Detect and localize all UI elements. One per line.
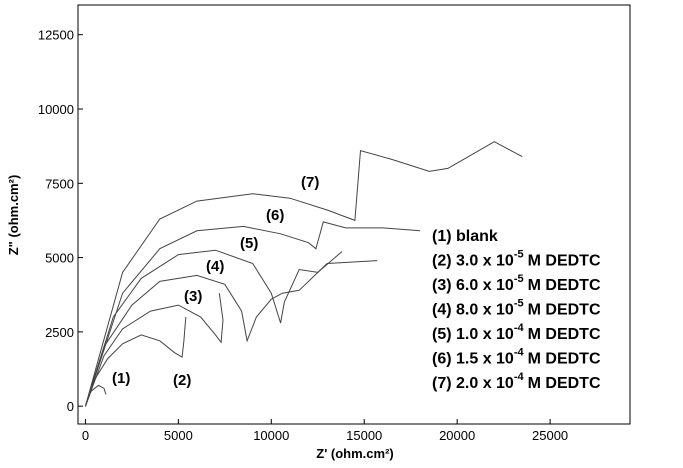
y-tick-label: 7500 <box>45 176 74 191</box>
legend-entry: (7) 2.0 x 10-4 M DEDTC <box>432 371 601 392</box>
y-tick-label: 12500 <box>38 28 74 43</box>
y-tick-label: 2500 <box>45 325 74 340</box>
legend-text: M DEDTC <box>528 351 601 368</box>
legend-text: (3) 6.0 x 10 <box>432 277 514 294</box>
legend-entry: (3) 6.0 x 10-5 M DEDTC <box>432 273 601 294</box>
series-line <box>84 141 523 407</box>
curve-label: (6) <box>266 207 284 224</box>
x-tick-label: 0 <box>82 428 89 443</box>
legend-entry: (4) 8.0 x 10-5 M DEDTC <box>432 298 601 319</box>
legend-text: -4 <box>514 322 525 334</box>
legend-text: -5 <box>514 249 524 261</box>
curve-label: (3) <box>184 288 202 305</box>
legend-entry: (5) 1.0 x 10-4 M DEDTC <box>432 322 601 343</box>
curve-label: (7) <box>301 174 319 191</box>
legend-text: M DEDTC <box>528 326 601 343</box>
x-tick-label: 20000 <box>439 428 475 443</box>
legend-text: -4 <box>514 371 525 383</box>
y-axis-label: Z" (ohm.cm²) <box>6 175 21 256</box>
legend-text: (4) 8.0 x 10 <box>432 302 514 319</box>
legend-text: (6) 1.5 x 10 <box>432 351 514 368</box>
curve-label: (1) <box>112 370 130 387</box>
legend-entry: (6) 1.5 x 10-4 M DEDTC <box>432 347 601 368</box>
legend-entry: (1) blank <box>432 228 498 245</box>
series-line <box>84 260 378 407</box>
legend-text: (7) 2.0 x 10 <box>432 375 514 392</box>
y-tick-label: 0 <box>67 399 74 414</box>
legend-text: (5) 1.0 x 10 <box>432 326 514 343</box>
curve-label: (2) <box>173 372 191 389</box>
legend-text: -5 <box>514 298 524 310</box>
legend-text: (1) blank <box>432 228 498 245</box>
legend-text: M DEDTC <box>528 253 601 270</box>
x-tick-label: 15000 <box>346 428 382 443</box>
legend-text: M DEDTC <box>528 302 601 319</box>
legend-text: -4 <box>514 347 525 359</box>
series-line <box>84 249 343 407</box>
x-tick-label: 5000 <box>164 428 193 443</box>
legend-text: (2) 3.0 x 10 <box>432 253 514 270</box>
legend-entry: (2) 3.0 x 10-5 M DEDTC <box>432 249 601 270</box>
x-tick-label: 25000 <box>532 428 568 443</box>
y-tick-label: 10000 <box>38 102 74 117</box>
series-line <box>84 221 421 407</box>
legend-text: M DEDTC <box>528 375 601 392</box>
curve-label: (4) <box>206 258 224 275</box>
legend-text: -5 <box>514 273 524 285</box>
y-tick-label: 5000 <box>45 251 74 266</box>
x-axis-label: Z' (ohm.cm²) <box>316 446 393 461</box>
series-line <box>84 293 224 407</box>
plot-frame <box>77 4 631 425</box>
x-tick-label: 10000 <box>253 428 289 443</box>
curve-label: (5) <box>240 235 258 252</box>
legend-text: M DEDTC <box>528 277 601 294</box>
series-line <box>84 316 187 407</box>
